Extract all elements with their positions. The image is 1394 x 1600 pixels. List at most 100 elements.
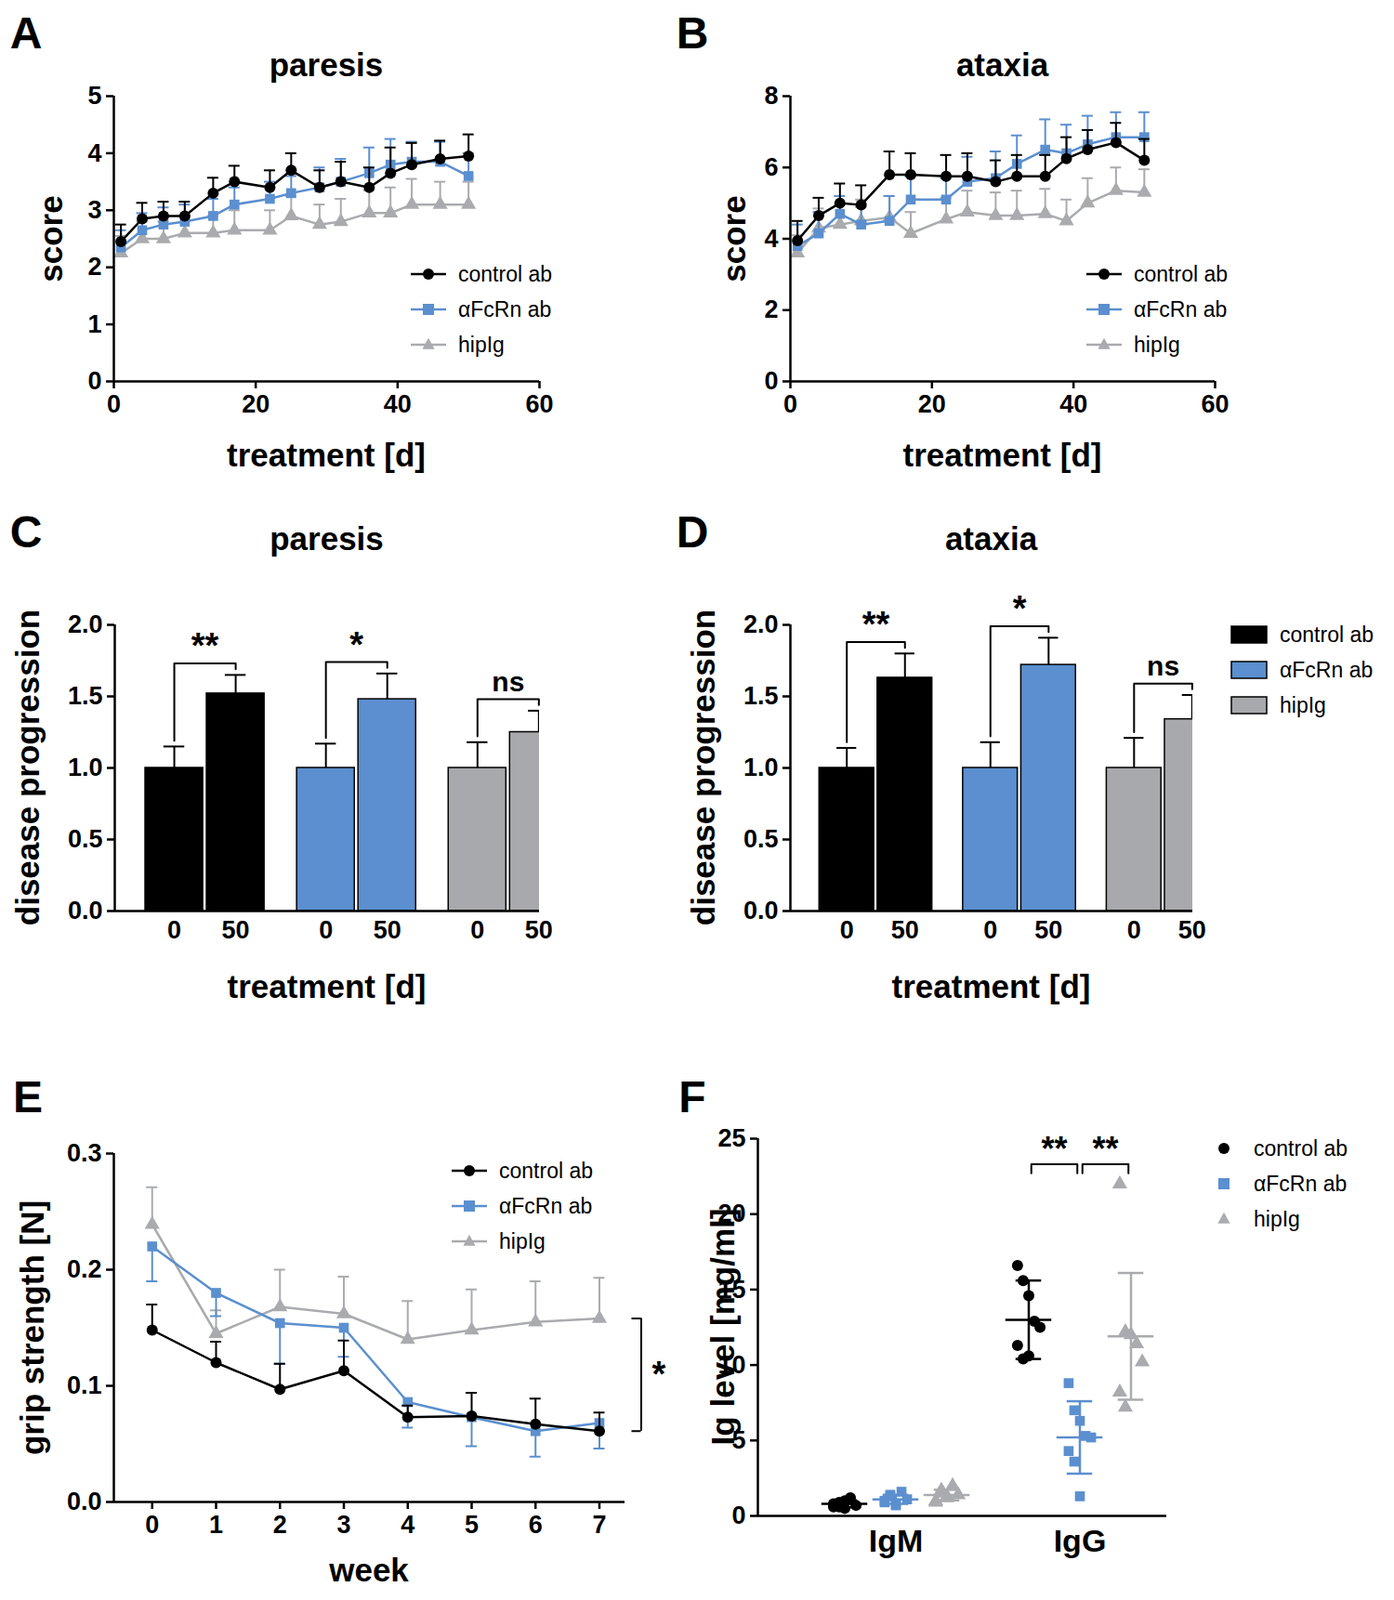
html-text:control ab: control ab <box>1279 622 1374 647</box>
svg-text:0: 0 <box>763 367 778 395</box>
svg-text:50: 50 <box>1178 916 1207 945</box>
html-text:control ab: control ab <box>1133 261 1228 286</box>
html-text:hipIg: hipIg <box>458 332 505 357</box>
html-text:treatment [d]: treatment [d] <box>227 968 427 1005</box>
svg-text:1.5: 1.5 <box>743 682 779 711</box>
html-text:grip strength [N]: grip strength [N] <box>13 1200 51 1455</box>
svg-text:2.0: 2.0 <box>743 610 779 639</box>
svg-text:0: 0 <box>106 390 121 419</box>
html-text:hipIg: hipIg <box>1279 692 1327 717</box>
svg-text:60: 60 <box>525 390 553 419</box>
html-text:αFcRn ab: αFcRn ab <box>458 296 552 322</box>
html-text:control ab: control ab <box>499 1158 593 1183</box>
html-text:paresis: paresis <box>269 520 384 557</box>
svg-text:60: 60 <box>1200 390 1229 419</box>
svg-text:0: 0 <box>731 1501 746 1530</box>
svg-text:ns: ns <box>1146 650 1180 682</box>
html-text:treatment [d]: treatment [d] <box>891 968 1091 1005</box>
svg-text:0: 0 <box>167 916 182 945</box>
svg-text:*: * <box>349 625 364 665</box>
html-text:control ab: control ab <box>1253 1136 1348 1161</box>
svg-text:50: 50 <box>222 916 250 945</box>
svg-text:2: 2 <box>273 1511 288 1539</box>
svg-text:50: 50 <box>525 916 553 945</box>
svg-text:3: 3 <box>87 196 102 224</box>
svg-text:0: 0 <box>144 1511 159 1539</box>
svg-text:5: 5 <box>87 81 102 110</box>
html-text:disease progression: disease progression <box>684 609 722 926</box>
svg-text:6: 6 <box>763 153 778 182</box>
svg-text:20: 20 <box>241 390 270 419</box>
svg-text:1: 1 <box>87 310 102 339</box>
html-text:treatment [d]: treatment [d] <box>226 436 426 474</box>
svg-text:0: 0 <box>983 916 998 945</box>
svg-text:**: ** <box>1091 1130 1118 1169</box>
svg-text:**: ** <box>862 604 891 645</box>
html-text:C: C <box>9 506 43 557</box>
svg-text:**: ** <box>191 626 220 666</box>
html-text:paresis: paresis <box>269 46 384 83</box>
svg-text:4: 4 <box>400 1511 415 1539</box>
svg-text:25: 25 <box>717 1124 746 1153</box>
svg-text:0: 0 <box>87 367 102 395</box>
svg-text:50: 50 <box>1034 916 1063 945</box>
html-text:control ab: control ab <box>458 261 553 286</box>
html-text:hipIg: hipIg <box>1133 332 1181 357</box>
svg-text:20: 20 <box>918 390 947 419</box>
svg-text:0: 0 <box>783 390 798 419</box>
svg-text:1.0: 1.0 <box>67 753 104 782</box>
svg-text:2: 2 <box>763 295 778 324</box>
html-text:treatment [d]: treatment [d] <box>902 436 1102 474</box>
html-text:ataxia: ataxia <box>945 520 1038 557</box>
svg-text:0.5: 0.5 <box>743 825 779 854</box>
svg-text:IgM: IgM <box>868 1523 924 1559</box>
svg-text:1: 1 <box>209 1511 224 1539</box>
svg-text:0: 0 <box>470 916 485 945</box>
html-text:B: B <box>676 7 709 58</box>
svg-text:0: 0 <box>318 916 333 945</box>
svg-text:0.2: 0.2 <box>66 1255 103 1284</box>
svg-text:6: 6 <box>528 1511 543 1539</box>
svg-text:0.5: 0.5 <box>67 825 104 854</box>
svg-text:4: 4 <box>87 139 102 168</box>
svg-text:2: 2 <box>87 252 102 281</box>
html-text:αFcRn ab: αFcRn ab <box>499 1193 593 1218</box>
svg-text:*: * <box>1012 589 1027 629</box>
svg-text:1.0: 1.0 <box>743 753 779 782</box>
svg-text:8: 8 <box>763 81 778 110</box>
html-text:A: A <box>9 7 43 58</box>
svg-text:0.0: 0.0 <box>66 1487 103 1516</box>
svg-text:0: 0 <box>1127 916 1142 945</box>
svg-text:*: * <box>652 1354 667 1394</box>
html-text:week: week <box>329 1551 409 1589</box>
svg-text:1.5: 1.5 <box>67 682 104 711</box>
html-text:ataxia: ataxia <box>956 46 1049 83</box>
svg-text:0: 0 <box>840 916 855 945</box>
html-text:D: D <box>676 506 709 557</box>
html-text:αFcRn ab: αFcRn ab <box>1279 657 1373 682</box>
html-text:score: score <box>32 194 69 282</box>
svg-text:IgG: IgG <box>1053 1523 1107 1559</box>
svg-text:4: 4 <box>763 224 778 253</box>
svg-text:0.0: 0.0 <box>67 896 104 925</box>
svg-text:5: 5 <box>464 1511 479 1539</box>
html-text:F: F <box>678 1071 707 1122</box>
html-text:hipIg: hipIg <box>499 1229 546 1254</box>
svg-text:7: 7 <box>591 1511 606 1539</box>
svg-text:40: 40 <box>383 390 412 419</box>
svg-text:2.0: 2.0 <box>67 610 104 639</box>
html-text:disease progression: disease progression <box>9 609 46 926</box>
svg-text:0.1: 0.1 <box>66 1371 103 1400</box>
svg-text:50: 50 <box>373 916 402 945</box>
svg-text:0.3: 0.3 <box>66 1139 103 1168</box>
svg-text:ns: ns <box>491 666 525 697</box>
svg-text:**: ** <box>1040 1130 1067 1169</box>
svg-text:3: 3 <box>336 1511 351 1539</box>
html-text:E: E <box>13 1071 43 1122</box>
html-text:score: score <box>715 194 752 282</box>
svg-text:0.0: 0.0 <box>743 896 779 925</box>
html-text:αFcRn ab: αFcRn ab <box>1133 296 1227 322</box>
svg-text:40: 40 <box>1059 390 1088 419</box>
html-text:Ig level [mg/ml]: Ig level [mg/ml] <box>704 1208 741 1446</box>
svg-text:50: 50 <box>891 916 920 945</box>
